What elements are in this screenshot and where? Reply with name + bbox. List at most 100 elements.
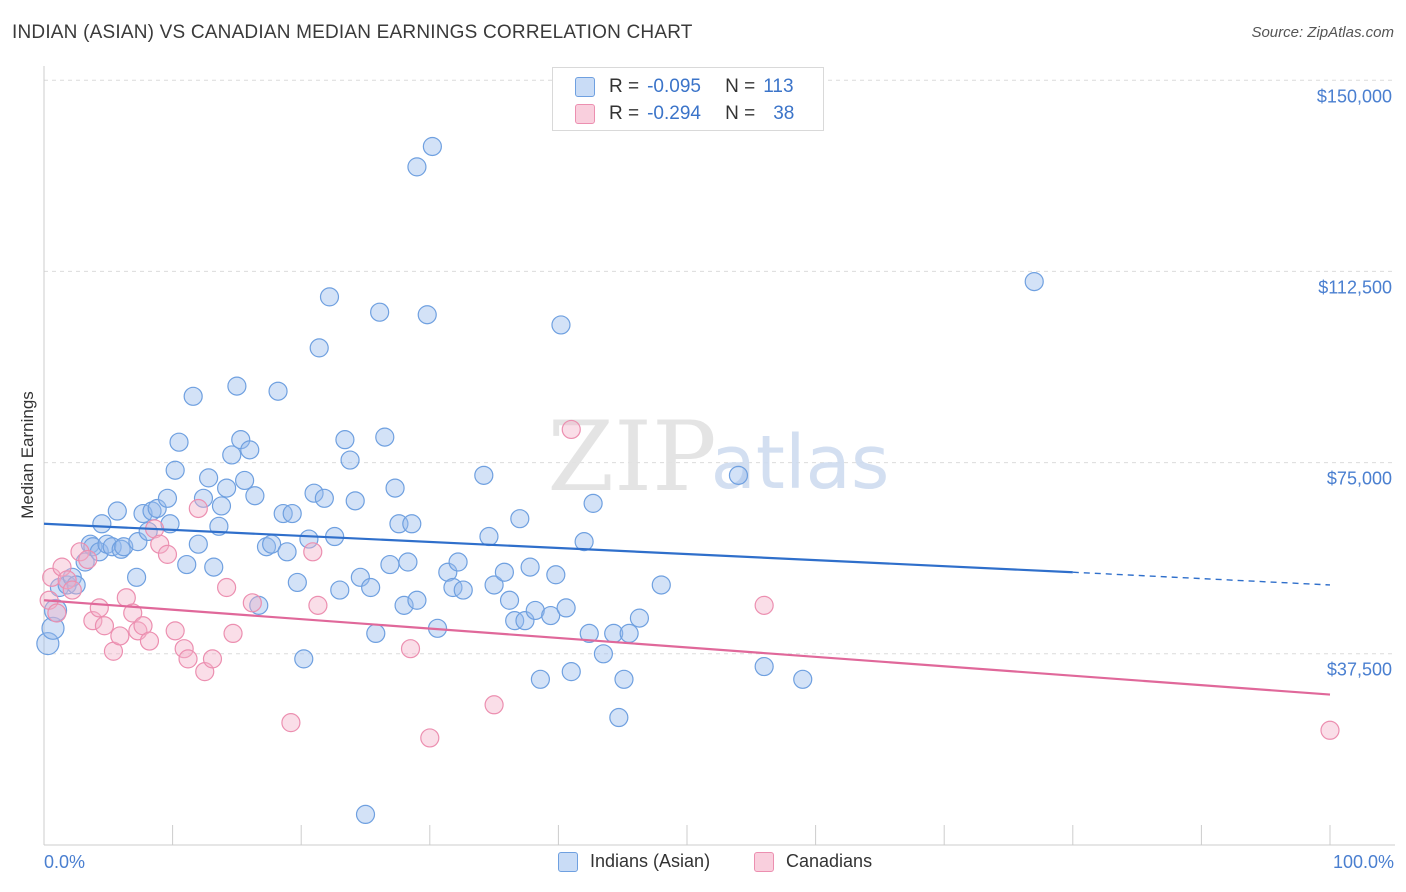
indians-point xyxy=(111,539,131,559)
indians-point xyxy=(41,616,65,640)
y-axis-label: Median Earnings xyxy=(18,391,37,519)
n-value: 38 xyxy=(773,103,795,124)
y-tick-112500: $112,500 xyxy=(1318,277,1392,298)
canadians-point xyxy=(281,713,301,733)
canadians-point xyxy=(110,626,130,646)
legend-item-canadians[interactable]: Canadians xyxy=(754,851,872,872)
canadians-point xyxy=(47,603,67,623)
indians-point xyxy=(366,623,386,644)
canadians-point xyxy=(52,557,72,577)
indians-trend-extension xyxy=(1072,571,1331,586)
indians-point xyxy=(83,537,103,557)
indians-point xyxy=(546,565,566,585)
y-tick-150000: $150,000 xyxy=(1316,86,1392,107)
indians-point xyxy=(614,669,634,689)
canadians-point xyxy=(178,649,198,669)
indians-point xyxy=(453,580,473,600)
indians-point xyxy=(114,537,134,557)
indians-point xyxy=(583,493,603,513)
indians-trend-line xyxy=(43,522,1073,574)
x-tick-max: 100.0% xyxy=(1332,852,1394,872)
canadians-point xyxy=(57,570,77,590)
indians-point xyxy=(520,557,540,577)
indians-point xyxy=(593,644,614,664)
indians-point xyxy=(728,465,749,485)
indians-point xyxy=(222,445,242,465)
indians-point xyxy=(268,381,288,401)
indians-point xyxy=(515,611,535,631)
n-label: N = xyxy=(725,103,756,124)
canadians-point xyxy=(89,598,109,618)
canadians-point xyxy=(150,534,170,554)
indians-point xyxy=(375,427,395,447)
n-value: 113 xyxy=(763,76,794,97)
indians-point xyxy=(407,157,427,177)
indians-point xyxy=(350,567,370,587)
x-tick-min: 0.0% xyxy=(44,852,86,872)
watermark-atlas: atlas xyxy=(711,420,890,506)
indians-point xyxy=(188,534,208,554)
indians-point xyxy=(107,501,127,521)
canadians-point xyxy=(217,577,237,598)
indians-point xyxy=(407,590,427,610)
indians-point xyxy=(287,572,307,593)
indians-point xyxy=(556,598,576,618)
indians-point xyxy=(66,575,86,595)
indians-point xyxy=(355,804,376,825)
stats-row-canadians: R = -0.294 N = 38 xyxy=(575,102,794,126)
indians-point xyxy=(97,534,117,554)
indians-point xyxy=(422,136,442,157)
indians-point xyxy=(240,440,260,460)
canadians-point xyxy=(1320,720,1340,740)
canadians-point xyxy=(123,603,143,623)
indians-point xyxy=(541,605,561,626)
indians-point xyxy=(256,537,277,557)
canadians-point xyxy=(202,649,223,669)
indians-point xyxy=(505,611,525,631)
indians-point xyxy=(402,514,422,534)
indians-point xyxy=(309,338,329,358)
indians-swatch xyxy=(575,77,595,97)
indians-point xyxy=(211,496,232,516)
indians-point xyxy=(530,669,550,689)
n-label: N = xyxy=(725,76,756,97)
indians-point xyxy=(361,577,381,598)
legend-item-indians[interactable]: Indians (Asian) xyxy=(558,851,710,872)
indians-point xyxy=(474,465,494,485)
canadians-point xyxy=(188,498,208,519)
canadians-point xyxy=(561,419,581,440)
indians-point xyxy=(448,552,468,572)
grid-lines xyxy=(44,79,1395,655)
indians-point xyxy=(499,590,520,610)
series-indians-points xyxy=(36,136,1044,825)
canadians-point xyxy=(62,580,82,600)
indians-point xyxy=(394,595,414,615)
indians-point xyxy=(92,514,112,534)
indians-point xyxy=(165,460,185,480)
indians-point xyxy=(177,554,197,575)
canadians-swatch xyxy=(575,104,595,124)
indians-point xyxy=(147,498,167,519)
indians-point xyxy=(199,468,219,488)
indians-point xyxy=(1024,271,1044,292)
indians-point xyxy=(335,430,355,450)
indians-point xyxy=(793,669,813,689)
watermark-zip: ZIP xyxy=(547,401,716,513)
indians-point xyxy=(417,305,437,325)
indians-point xyxy=(651,575,671,595)
indians-point xyxy=(126,567,147,587)
indians-point xyxy=(370,302,390,322)
indians-point xyxy=(128,532,148,552)
y-tick-75000: $75,000 xyxy=(1326,468,1392,489)
stats-row-indians: R = -0.095 N = 113 xyxy=(575,75,794,99)
indians-point xyxy=(574,532,594,552)
legend-swatch-indians xyxy=(558,851,578,872)
canadians-point xyxy=(420,728,440,748)
r-label: R = xyxy=(609,103,640,124)
indians-point xyxy=(345,491,365,511)
canadians-point xyxy=(484,695,504,715)
canadians-point xyxy=(94,616,115,636)
indians-point xyxy=(204,557,224,577)
indians-point xyxy=(525,600,545,621)
